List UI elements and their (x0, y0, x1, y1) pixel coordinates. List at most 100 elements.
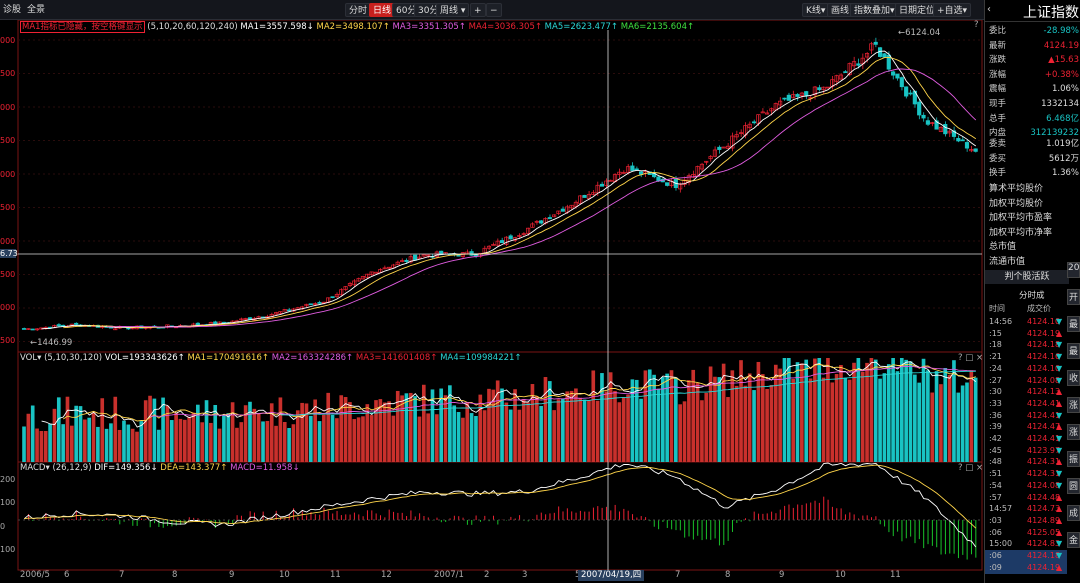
help-icon[interactable]: ? (974, 20, 979, 30)
macd-select[interactable]: MACD▾ (20, 463, 50, 473)
side-tab[interactable]: 金 (1067, 532, 1080, 548)
stock-activity-button[interactable]: 判个股活跃 (985, 270, 1069, 284)
side-tab[interactable]: 最 (1067, 343, 1080, 359)
volume-bar (222, 414, 226, 462)
side-tab[interactable]: 开 (1067, 289, 1080, 305)
macd-axis-label: 100 (0, 545, 16, 554)
dif-value: DIF=149.356↓ (94, 463, 158, 473)
date-locate-button[interactable]: 日期定位 (895, 3, 940, 17)
volume-bar (43, 431, 48, 462)
quote-row: 涨幅 +0.38% (989, 68, 1079, 83)
draw-line-button[interactable]: 画线 (827, 3, 854, 17)
stat-link[interactable]: 加权平均市净率 (989, 227, 1053, 238)
volume-bar (587, 400, 591, 462)
candle (526, 227, 531, 234)
volume-bar (530, 384, 535, 462)
tick-dir: ▼ (1056, 317, 1063, 326)
volume-bar (87, 417, 92, 462)
axis-label: 000 (0, 103, 16, 112)
stat-link[interactable]: 总市值 (989, 242, 1017, 252)
volume-bar (426, 413, 430, 462)
volume-bar (487, 388, 491, 462)
dea-line (24, 464, 977, 529)
side-tab[interactable]: 20 (1067, 262, 1080, 278)
volume-bar (947, 374, 952, 462)
candle (795, 94, 800, 97)
volume-bar (448, 385, 452, 462)
volume-bar (417, 416, 422, 462)
tick-dir: ▲ (1056, 422, 1063, 432)
volume-bar (634, 379, 639, 462)
back-icon[interactable]: ‹ (987, 4, 991, 15)
kline-menu[interactable]: K线▾ (802, 3, 830, 17)
volume-bar (439, 388, 444, 462)
tab-intraday[interactable]: 分时 (345, 3, 372, 17)
side-tab[interactable]: 涨 (1067, 397, 1080, 413)
col-price: 成交价 (1027, 304, 1051, 313)
indicator-select[interactable]: MA1指标已隐藏，按空格键显示 (20, 21, 145, 33)
overview-tab[interactable]: 全景 (27, 5, 46, 15)
quote-key: 震幅 (989, 84, 1007, 95)
index-overlay-menu[interactable]: 指数叠加▾ (850, 3, 899, 17)
vol-select[interactable]: VOL▾ (20, 353, 42, 363)
candle (908, 92, 913, 95)
tick-row: 14:57 4124.73 ▲ (985, 503, 1067, 515)
candle (365, 273, 370, 278)
candle (74, 322, 79, 325)
kline-chart[interactable] (0, 20, 984, 583)
tick-dir: ▼ (1056, 352, 1063, 362)
candle (243, 318, 248, 320)
vol-panel-icons[interactable]: ? □ × (958, 353, 984, 363)
volume-bar (626, 394, 630, 462)
side-tab[interactable]: 圆 (1067, 478, 1080, 494)
quote-value: 5612万 (1048, 153, 1079, 164)
candle (404, 259, 409, 262)
side-tab[interactable]: 振 (1067, 451, 1080, 467)
candle (969, 149, 974, 152)
side-tab[interactable]: 收 (1067, 370, 1080, 386)
volume-bar (669, 370, 674, 462)
tick-dir: ▲ (1056, 457, 1063, 467)
volume-bar (891, 358, 895, 462)
side-tab[interactable]: 最 (1067, 316, 1080, 332)
quote-key: 总手 (989, 113, 1007, 124)
volume-bar (847, 379, 852, 462)
side-tab[interactable]: 成 (1067, 505, 1080, 521)
tick-time: :24 (989, 363, 1002, 373)
stat-link[interactable]: 算术平均股价 (989, 184, 1044, 194)
stat-link[interactable]: 流通市值 (989, 256, 1026, 267)
stat-link[interactable]: 加权平均股价 (989, 198, 1044, 209)
tick-dir: ▲ (1056, 328, 1063, 338)
candle (556, 210, 561, 214)
candle (273, 312, 279, 315)
tick-dir: ▼ (1056, 375, 1063, 385)
date-tick: 9 (229, 570, 235, 580)
volume-bar (322, 414, 326, 462)
diagnose-tab[interactable]: 诊股 (3, 5, 22, 15)
quote-value: 1.36% (1051, 168, 1079, 179)
macd-panel-icons[interactable]: ? □ × (958, 463, 984, 473)
volume-bar (304, 403, 309, 462)
tick-price: 4124.13 (1027, 387, 1061, 397)
candle (499, 240, 505, 244)
candle (856, 63, 861, 66)
volume-bar (243, 405, 248, 462)
side-tab[interactable]: 涨 (1067, 424, 1080, 440)
volume-bar (730, 370, 735, 462)
zoom-in-button[interactable]: + (470, 3, 486, 17)
stat-link[interactable]: 加权平均市盈率 (989, 213, 1053, 223)
tick-price: 4124.31 (1027, 457, 1061, 467)
date-tick: 11 (330, 570, 341, 580)
add-watchlist-menu[interactable]: +自选▾ (933, 3, 972, 17)
ma1-line (41, 50, 977, 330)
candle (360, 276, 366, 280)
volume-bar (591, 370, 596, 462)
candle (934, 120, 939, 130)
zoom-out-button[interactable]: − (486, 3, 502, 17)
date-tick: 3 (522, 570, 528, 580)
tick-row: :09 4124.19 ▲ (985, 561, 1067, 574)
volume-bar (413, 396, 417, 462)
volume-bar (239, 422, 244, 462)
tab-weekly[interactable]: 周线 ▾ (436, 3, 470, 17)
volume-bar (256, 413, 261, 462)
